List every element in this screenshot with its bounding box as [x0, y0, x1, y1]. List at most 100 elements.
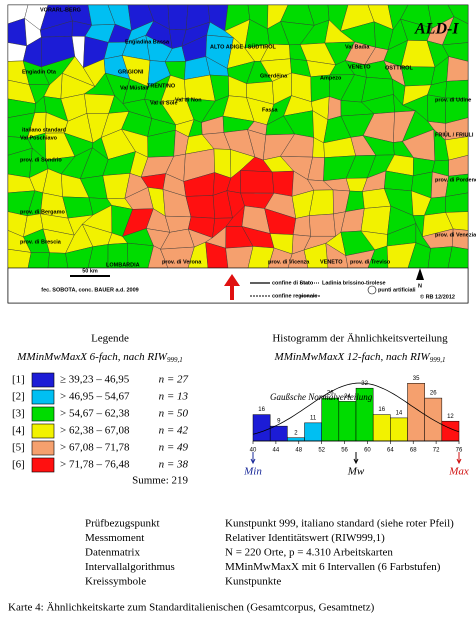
- subtitle-text: MMinMwMaxX 12-fach, nach RIW: [274, 351, 431, 363]
- info-key: Messmoment: [85, 532, 144, 544]
- map-label: Ampezo: [320, 75, 342, 81]
- map-label: OSTTIROL: [385, 65, 413, 71]
- legend-n: n = 49: [159, 442, 189, 454]
- map-label: VORARL-BERG: [40, 7, 81, 13]
- credit: fec. SOBOTA, conc. BAUER a.d. 2009: [41, 287, 138, 293]
- legend-swatch: [31, 406, 55, 422]
- legend-n: n = 42: [159, 425, 189, 437]
- map-label: Val di Non: [175, 97, 202, 103]
- map-label: prov. di Udine: [435, 97, 471, 103]
- legend-swatch: [31, 372, 55, 388]
- x-tick-label: 60: [364, 448, 371, 454]
- bar-label: 9: [277, 419, 281, 425]
- histogram-subtitle: MMinMwMaxX 12-fach, nach RIW999,1: [274, 351, 446, 364]
- key-label: punti artificiali: [378, 287, 416, 293]
- legend-title: Legende: [91, 333, 129, 345]
- marker-arrow: [353, 452, 359, 465]
- north-arrow: [416, 268, 424, 280]
- bar: [321, 397, 340, 442]
- map-cell: [271, 170, 294, 197]
- map-label: prov. di Pordenone: [435, 177, 476, 183]
- marker-arrow: [456, 452, 462, 465]
- bar: [338, 401, 357, 442]
- map-label: prov. di Bergamo: [20, 209, 65, 215]
- map-label: Val di Sole: [150, 100, 178, 106]
- legend-subtitle: MMinMwMaxX 6-fach, nach RIW999,1: [16, 351, 182, 364]
- marker-label: Max: [448, 466, 469, 478]
- info-value: N = 220 Orte, p = 4.310 Arbeitskarten: [225, 547, 393, 559]
- histogram: 16 9 2 11 26 24 32 16 14 35 26 12 40 44 48 52 56 60 64 68 72…: [243, 376, 469, 478]
- legend: [1] ≥ 39,23 – 46,95 n = 27 [2] > 46,95 – 54,…: [12, 372, 189, 473]
- map-cell: [240, 170, 275, 194]
- x-tick-label: 56: [341, 448, 348, 454]
- marker-label: Mw: [347, 466, 365, 478]
- legend-range: > 71,78 – 76,48: [60, 459, 130, 471]
- legend-swatch: [31, 440, 55, 456]
- x-tick-label: 48: [295, 448, 302, 454]
- map-label: Engiadin Ota: [22, 69, 57, 75]
- x-tick-label: 72: [433, 448, 440, 454]
- north: N: [418, 283, 422, 289]
- legend-index: [5]: [12, 442, 25, 454]
- key-circle: [367, 285, 377, 295]
- legend-n: n = 13: [159, 391, 189, 403]
- info-value: MMinMwMaxX mit 6 Intervallen (6 Farbstuf…: [225, 561, 441, 573]
- map-label: Engiadina Bassa: [125, 39, 170, 45]
- map-label: Val Poschiavo: [20, 135, 58, 141]
- x-tick-label: 64: [387, 448, 394, 454]
- map-label: prov. di Sondrio: [20, 157, 62, 163]
- red-arrow: [224, 274, 240, 300]
- legend-n: n = 27: [159, 374, 189, 386]
- bar: [304, 422, 322, 442]
- legend-index: [6]: [12, 459, 25, 471]
- info-table: Prüfbezugspunkt Kunstpunkt 999, italiano …: [85, 518, 454, 588]
- scale-label: 50 km: [82, 268, 98, 274]
- bar-label: 14: [396, 410, 403, 416]
- bar: [390, 417, 408, 442]
- map-labels: VORARL-BERG Engiadina Bassa GRIGIONI ALTO A…: [20, 7, 476, 268]
- map-cell: [292, 215, 311, 237]
- map-label: prov. di Vicenza: [268, 259, 310, 265]
- bar: [372, 414, 391, 442]
- legend-swatch: [31, 389, 55, 405]
- bar: [252, 414, 271, 442]
- legend-range: ≥ 39,23 – 46,95: [60, 374, 130, 386]
- subtitle-text: MMinMwMaxX 6-fach, nach RIW: [16, 351, 168, 363]
- map-cell: [327, 96, 342, 120]
- normal-curve: [252, 382, 460, 435]
- legend-n: n = 38: [159, 459, 189, 471]
- info-value: Kunstpunkte: [225, 576, 281, 588]
- bar-label: 35: [413, 376, 420, 382]
- bar-label: 16: [378, 407, 385, 413]
- map-label: italiano standard: [22, 127, 66, 133]
- subscript: 999,1: [430, 356, 446, 364]
- curve-label: Gaußsche Normalverteilung: [270, 392, 373, 402]
- bar-label: 16: [258, 407, 265, 413]
- legend-index: [4]: [12, 425, 25, 437]
- x-tick-label: 52: [318, 448, 325, 454]
- key-label: Ladinia brissino-tirolese: [322, 280, 386, 286]
- legend-range: > 62,38 – 67,08: [60, 425, 130, 437]
- key-label: confine regionale: [272, 293, 318, 299]
- legend-index: [2]: [12, 391, 25, 403]
- legend-sum: Summe: 219: [132, 475, 188, 487]
- x-tick-label: 44: [273, 448, 280, 454]
- map-label: prov. di Verona: [162, 259, 202, 265]
- x-tick-label: 76: [456, 448, 463, 454]
- info-value: Kunstpunkt 999, italiano standard (siehe…: [225, 518, 454, 530]
- legend-range: > 67,08 – 71,78: [60, 442, 130, 454]
- map-label: ALTO ADIGE / SÜDTIROL: [210, 43, 277, 50]
- legend-index: [1]: [12, 374, 25, 386]
- copyright: © RB 12/2012: [420, 293, 455, 300]
- logo: ALD-I: [414, 21, 459, 38]
- map-label: prov. di Treviso: [350, 259, 391, 265]
- map-label: prov. di Venezia: [435, 232, 476, 238]
- map-label: LOMBARDIA: [106, 262, 140, 268]
- map-cell: [47, 252, 69, 269]
- map-label: GRIGIONI: [118, 69, 144, 75]
- legend-swatch: [31, 457, 55, 473]
- bar: [407, 383, 425, 442]
- info-value: Relativer Identitätswert (RIW999,1): [225, 532, 385, 544]
- bar-label: 12: [447, 414, 454, 420]
- map-cell: [308, 213, 336, 237]
